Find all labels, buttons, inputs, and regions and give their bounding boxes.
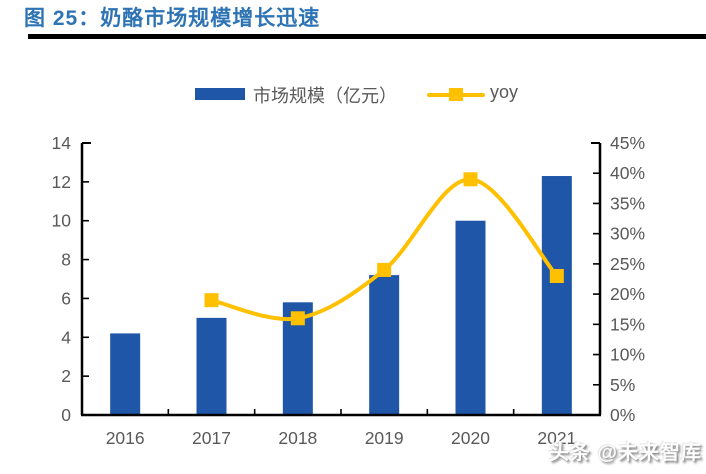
bar-series-swatch (195, 88, 245, 100)
tick-label-left: 12 (52, 172, 71, 192)
yoy-marker (549, 268, 564, 283)
tick-label-right: 5% (610, 375, 635, 395)
bar-2017 (196, 317, 227, 415)
tick-label-right: 35% (610, 193, 645, 213)
tick-label-left: 4 (61, 327, 71, 347)
tick-label-right: 25% (610, 254, 645, 274)
tick-label-right: 45% (610, 133, 645, 153)
x-label: 2021 (537, 428, 576, 448)
watermark: 头条 @未来智库 (548, 442, 702, 464)
tick-label-left: 14 (52, 133, 72, 153)
title-divider (28, 34, 706, 39)
yoy-marker (290, 311, 305, 326)
yoy-marker (377, 262, 392, 277)
yoy-marker (204, 293, 219, 308)
tick-label-right: 10% (610, 345, 645, 365)
tick-label-left: 6 (61, 288, 71, 308)
chart-legend: 市场规模（亿元） yoy (0, 82, 706, 110)
tick-label-right: 20% (610, 284, 645, 304)
tick-label-left: 10 (52, 211, 72, 231)
x-label: 2019 (365, 428, 404, 448)
figure-title: 图 25：奶酪市场规模增长迅速 (24, 7, 321, 30)
bar-2019 (369, 275, 400, 415)
x-label: 2017 (192, 428, 231, 448)
line-series-label: yoy (490, 82, 519, 102)
tick-label-left: 0 (61, 405, 71, 425)
tick-label-right: 40% (610, 163, 645, 183)
tick-label-left: 2 (61, 366, 71, 386)
chart-area: 0 2 4 6 8 10 12 14 0% 5% 10% 15% 20% 25% 30% 35% 40% 45% 2… (0, 120, 706, 469)
tick-label-left: 8 (61, 250, 71, 270)
bar-series-label: 市场规模（亿元） (253, 86, 397, 106)
tick-label-right: 30% (610, 224, 645, 244)
bar-2016 (110, 333, 141, 415)
bar-2021 (541, 176, 572, 415)
x-label: 2020 (451, 428, 490, 448)
x-label: 2016 (106, 428, 145, 448)
bar-2020 (455, 220, 486, 415)
yoy-marker (463, 172, 478, 187)
line-series-marker-icon (449, 88, 463, 101)
tick-label-right: 15% (610, 314, 645, 334)
chart-canvas: 0 2 4 6 8 10 12 14 0% 5% 10% 15% 20% 25% 30% 35% 40% 45% 2… (52, 133, 646, 448)
tick-label-right: 0% (610, 405, 635, 425)
x-label: 2018 (278, 428, 317, 448)
